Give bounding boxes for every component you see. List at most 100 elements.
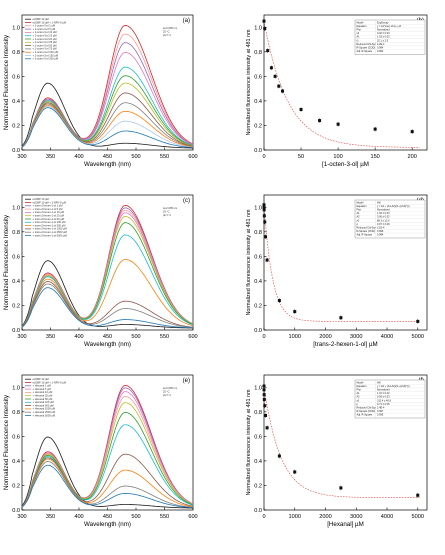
fit-table-key: Equation — [357, 205, 367, 208]
x-tick-label: 5000 — [412, 334, 424, 340]
data-point — [336, 122, 340, 126]
y-tick-label: 0.6 — [12, 254, 20, 260]
spectrum-line — [21, 461, 194, 508]
data-point — [273, 74, 277, 78]
legend-label: ecOBP 10 µM + 1-NPN 6 µM — [33, 380, 66, 384]
y-tick-label: 0.2 — [12, 483, 20, 489]
data-point — [262, 388, 266, 392]
fit-table-value: 0.97 ± 0.09 — [377, 223, 390, 226]
legend-label: + Hexanal 10 µM — [33, 390, 53, 394]
fit-table-value: 1.02 ± 0.03 — [377, 212, 390, 215]
fit-table-key: x0 — [357, 399, 360, 402]
fit-table-value: y = A2 + (A1-A2)/(1+(x/x0)^p) — [377, 205, 410, 208]
y-tick-label: 0.8 — [12, 50, 20, 56]
spectrum-line — [21, 453, 194, 508]
spectrum-line — [21, 464, 194, 509]
fit-table-key: Adj. R-Square — [357, 414, 373, 417]
legend-label: + 1-octen-3-ol 5 µM — [33, 27, 56, 31]
x-tick-label: 450 — [103, 514, 112, 520]
fit-table-value: y = A1*exp(-x/t1) + y0 — [377, 25, 402, 28]
y-axis-label: Normalized fluorescence intensity at 481… — [246, 209, 252, 316]
spectrum-line — [21, 424, 194, 508]
fit-table-value: 1.01 ± 0.02 — [377, 392, 390, 395]
fit-table-key: Adj. R-Square — [357, 50, 373, 53]
x-tick-label: 4000 — [381, 334, 393, 340]
fit-table-value: 0.994 — [377, 234, 384, 237]
y-tick-label: 0.4 — [12, 279, 20, 285]
x-tick-label: 3000 — [350, 334, 362, 340]
spectrum-line — [21, 104, 194, 148]
x-tick-label: 300 — [17, 154, 26, 160]
x-axis-label: [trans-2-hexen-1-ol] µM — [313, 341, 377, 348]
note-line: pH 7.4 — [163, 33, 171, 37]
data-point — [262, 384, 266, 388]
x-tick-label: 150 — [370, 154, 379, 160]
fit-table-key: Adj. R-Square — [357, 234, 373, 237]
x-axis-label: [Hexanal] µM — [327, 521, 364, 528]
legend-label: + 1-octen-3-ol 25 µM — [33, 40, 57, 44]
legend-label: + Hexanal 1 µM — [33, 384, 51, 388]
y-tick-label: 0.0 — [12, 508, 20, 514]
panel-label: (a) — [183, 18, 190, 24]
y-tick-label: 0.8 — [254, 230, 262, 236]
fit-table-key: A2 — [357, 396, 361, 399]
data-point — [262, 19, 266, 23]
x-tick-label: 0 — [262, 334, 265, 340]
y-tick-label: 0.4 — [254, 459, 262, 465]
note-line: pH 7.4 — [163, 213, 171, 217]
data-point — [265, 258, 269, 262]
y-tick-label: 0.0 — [254, 328, 262, 334]
fit-table-value: ExpDecay — [377, 21, 389, 24]
y-tick-label: 0.8 — [12, 230, 20, 236]
y-tick-label: 0.6 — [254, 74, 262, 80]
fit-table-key: p — [357, 403, 359, 406]
spectrum-line — [21, 287, 194, 329]
spectrum-line — [21, 102, 194, 148]
y-tick-label: 1.0 — [12, 205, 20, 211]
x-tick-label: 400 — [74, 334, 83, 340]
fit-table-value: 0.06 ± 0.02 — [377, 216, 390, 219]
x-tick-label: 600 — [188, 154, 197, 160]
data-point — [277, 454, 281, 458]
fit-table-value: Normalized — [377, 209, 390, 212]
legend-label: + trans-2-hexen-1-ol 25 µM — [33, 214, 64, 218]
y-tick-label: 0.2 — [254, 123, 262, 129]
fit-table-key: p — [357, 223, 359, 226]
x-tick-label: 550 — [160, 334, 169, 340]
y-tick-label: 0.0 — [254, 508, 262, 514]
fit-table-value: 312.4 ± 40.8 — [377, 399, 391, 402]
y-tick-label: 1.0 — [12, 385, 20, 391]
fit-table: Model Hill Equation y = A2 + (A1-A2)/(1+(x/… — [354, 199, 426, 239]
spectrum-line — [21, 106, 194, 148]
y-tick-label: 1.0 — [254, 205, 262, 211]
legend-label: + Hexanal 5000 µM — [33, 413, 56, 417]
panel-f: (f)0.00.20.40.60.81.00100020003000400050… — [246, 374, 428, 528]
spectrum-line — [21, 283, 194, 328]
spectrum-line — [21, 42, 194, 148]
data-point — [263, 404, 267, 408]
panel-e: (e) 0.0 0.2 0.4 0.6 0.8 1.0 300 350 400 450 500 550 6… — [3, 374, 198, 528]
fit-table-key: Model — [357, 201, 364, 204]
legend-label: + 1-octen-3-ol 50 µM — [33, 43, 57, 47]
data-point — [416, 319, 420, 323]
x-axis-label: [1-octen-3-ol] µM — [322, 161, 369, 168]
fit-table-key: Model — [357, 21, 364, 24]
data-point — [265, 426, 269, 430]
fit-table-value: Normalized — [377, 389, 390, 392]
legend-label: + trans-2-hexen-1-ol 1000 µM — [33, 227, 67, 231]
x-tick-label: 550 — [160, 154, 169, 160]
legend-label: + trans-2-hexen-1-ol 1 µM — [33, 204, 63, 208]
fit-table-value: 88.3 ± 12.6 — [377, 219, 390, 222]
data-point — [416, 493, 420, 497]
fit-table-key: Reduced Chi-Sqr — [357, 227, 376, 230]
legend-label: + trans-2-hexen-1-ol 100 µM — [33, 220, 66, 224]
fit-table-key: Model — [357, 381, 364, 384]
x-tick-label: 350 — [46, 334, 55, 340]
fit-table-value: 4.2E-4 — [377, 43, 385, 46]
fit-table-key: A1 — [357, 392, 361, 395]
spectrum-line — [21, 281, 194, 328]
fit-table-key: Reduced Chi-Sqr — [357, 407, 376, 410]
